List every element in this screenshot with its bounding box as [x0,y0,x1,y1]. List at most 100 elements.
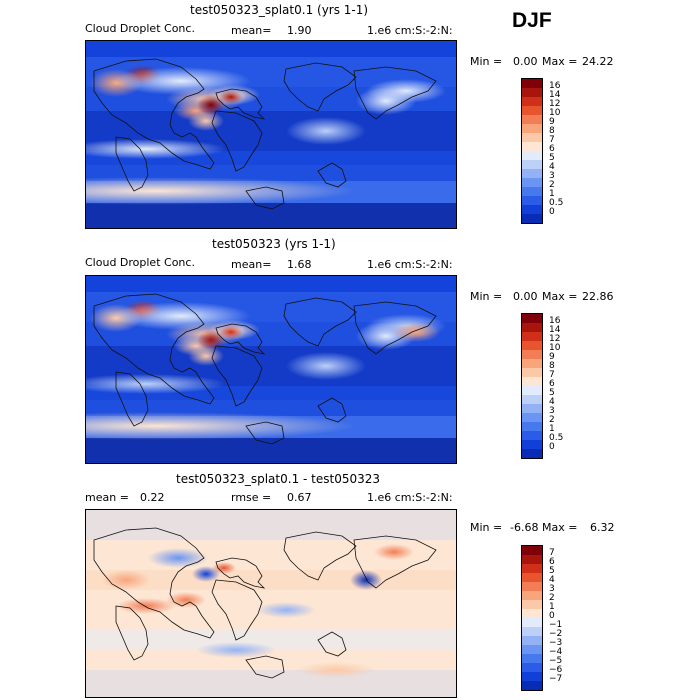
colorbar-tick-label: 4 [549,575,555,585]
map-zonal-band [86,438,456,463]
panel2-min-label: Min = [470,290,503,303]
map-zonal-band [86,203,456,228]
panel3-title: test050323_splat0.1 - test050323 [176,472,381,486]
coastline [317,631,347,657]
coastline [115,136,149,192]
map-hotspot [197,95,225,115]
colorbar-segment [522,431,542,440]
colorbar-tick-label: 16 [549,316,561,326]
map-hotspot [219,90,243,104]
colorbar-tick-label: 10 [549,343,561,353]
colorbar-tick-label: 14 [549,325,561,335]
colorbar-tick-label: 9 [549,352,555,362]
coastline [317,162,347,188]
colorbar-tick-label: 0 [549,207,555,217]
panel3-units: 1.e6 cm:S:-2:N: [367,491,453,504]
map-hotspot [148,548,208,568]
colorbar-tick-label: 12 [549,334,561,344]
colorbar-tick-label: 3 [549,406,555,416]
colorbar-segment [522,133,542,142]
panel1-colorbar [521,78,543,224]
panel3-max-label: Max = [542,521,578,534]
colorbar-segment [522,672,542,681]
coastline [245,655,285,679]
coastline [245,186,285,210]
panel1-min-label: Min = [470,55,503,68]
colorbar-segment [522,422,542,431]
map-hotspot [86,177,356,205]
map-hotspot [219,325,243,339]
colorbar-segment [522,332,542,341]
map-hotspot [86,139,226,159]
colorbar-tick-label: 6 [549,557,555,567]
colorbar-segment [522,106,542,115]
colorbar-tick-label: 7 [549,548,555,558]
map-zonal-band [86,41,456,57]
map-hotspot [286,117,366,145]
colorbar-segment [522,591,542,600]
map-zonal-band [86,630,456,650]
map-hotspot [296,662,376,678]
panel2-variable: Cloud Droplet Conc. [85,256,195,269]
panel3-min-label: Min = [470,521,503,534]
colorbar-segment [522,582,542,591]
panel1-max-label: Max = [542,55,578,68]
colorbar-segment [522,449,542,458]
colorbar-tick-label: 5 [549,566,555,576]
panel3-rmse-value: 0.67 [287,491,312,504]
map-hotspot [197,330,225,350]
colorbar-segment [522,681,542,690]
map-hotspot [188,346,224,366]
colorbar-tick-label: −7 [549,674,563,684]
coastline [215,323,266,355]
coastline [215,88,266,120]
colorbar-tick-label: 2 [549,593,555,603]
panel3-min-value: -6.68 [510,521,539,534]
panel3-map [85,509,457,698]
map-zonal-band [86,670,456,697]
colorbar-tick-label: 10 [549,108,561,118]
map-hotspot [286,352,366,380]
coastline [317,397,347,423]
map-hotspot [86,412,356,440]
colorbar-segment [522,88,542,97]
colorbar-tick-label: 0.5 [549,198,564,208]
colorbar-tick-label: 2 [549,415,555,425]
colorbar-segment [522,196,542,205]
map-hotspot [116,598,176,614]
colorbar-tick-label: 0 [549,442,555,452]
map-hotspot [212,562,236,574]
colorbar-tick-label: 4 [549,162,555,172]
colorbar-tick-label: 2 [549,180,555,190]
coastline [211,579,263,641]
coastline [283,62,357,112]
map-field [86,41,456,228]
colorbar-tick-label: 8 [549,126,555,136]
colorbar-tick-label: −4 [549,647,563,657]
coastline [93,527,215,639]
map-field [86,510,456,697]
colorbar-tick-label: 16 [549,81,561,91]
colorbar-tick-label: 8 [549,361,555,371]
colorbar-tick-label: 12 [549,99,561,109]
colorbar-segment [522,386,542,395]
panel1-title: test050323_splat0.1 (yrs 1-1) [190,3,369,17]
season-label: DJF [512,9,552,32]
colorbar-segment [522,368,542,377]
colorbar-tick-label: 1 [549,602,555,612]
map-hotspot [166,592,206,608]
map-hotspot [374,544,414,560]
colorbar-segment [522,636,542,645]
coastline [115,605,149,661]
panel3-rmse-label: rmse = [231,491,272,504]
colorbar-segment [522,79,542,88]
panel2-units: 1.e6 cm:S:-2:N: [367,258,453,271]
coastline [93,293,215,405]
panel1-mean-value: 1.90 [287,24,312,37]
panel1-variable: Cloud Droplet Conc. [85,22,195,35]
colorbar-segment [522,314,542,323]
colorbar-segment [522,115,542,124]
panel3-mean-value: 0.22 [140,491,165,504]
coastline [215,557,266,589]
panel1-min-value: 0.00 [513,55,538,68]
